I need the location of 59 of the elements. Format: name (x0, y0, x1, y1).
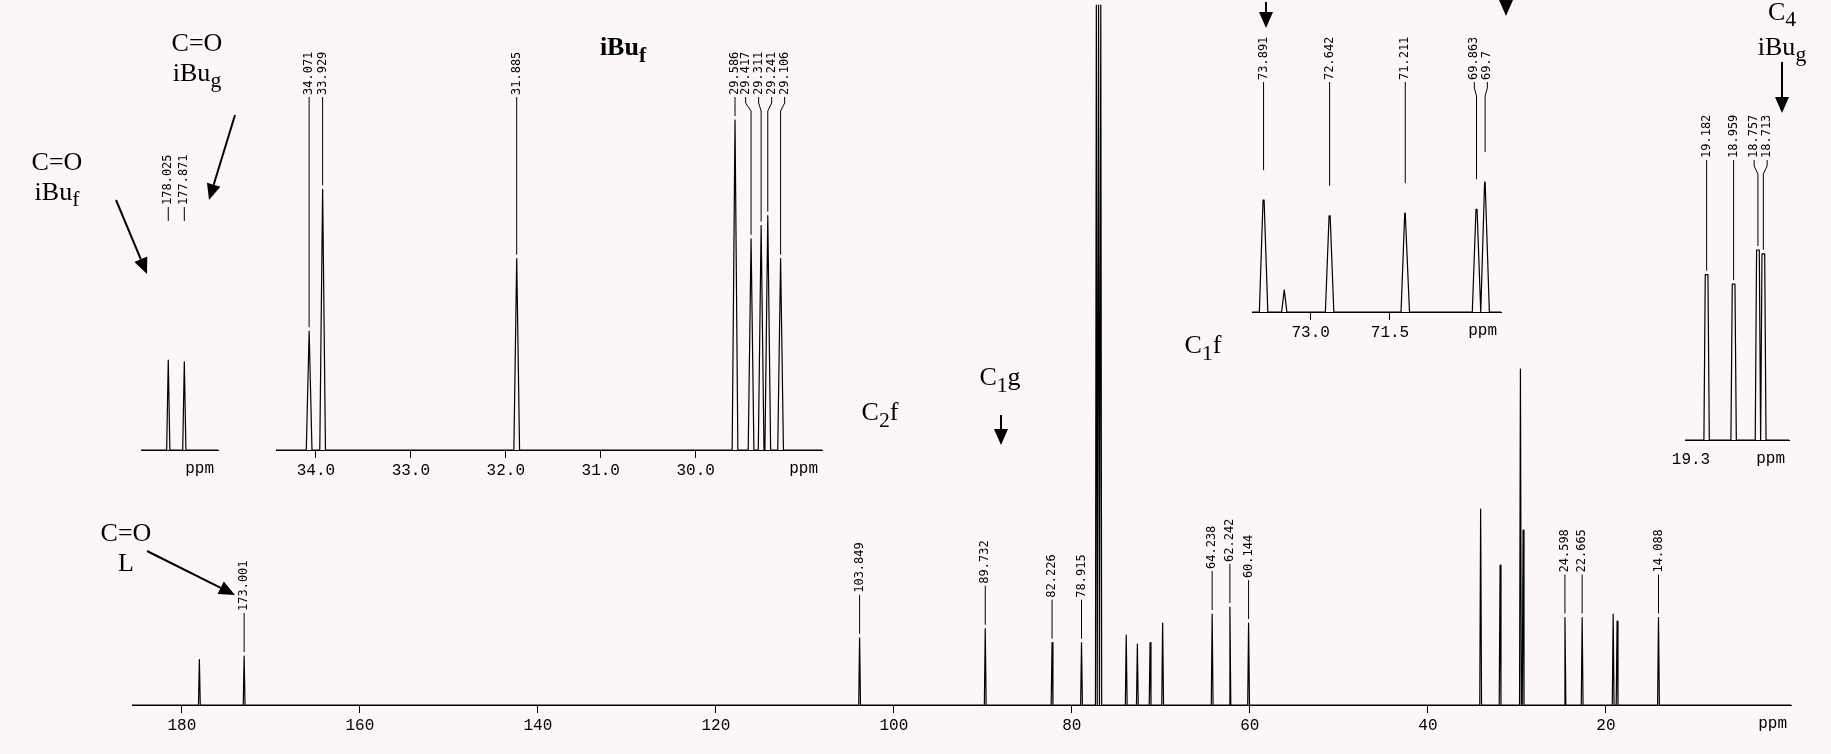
x-tick-label: 100 (879, 716, 909, 735)
annotation: 173.001 (236, 560, 251, 611)
x-axis-title: ppm (789, 460, 818, 479)
annotation: C$_{4}$ iBu$_{g}$ (1757, 0, 1807, 68)
annotation: 73.891 (1255, 36, 1270, 80)
x-tick-label: 32.0 (486, 461, 525, 480)
annotation: 33.929 (314, 51, 329, 95)
annotation: 103.849 (851, 542, 866, 593)
annotation: 64.238 (1204, 525, 1219, 569)
annotation: 22.665 (1574, 529, 1589, 573)
annotation: 177.871 (176, 154, 191, 205)
annotation: 29.241 (763, 51, 778, 95)
x-axis-title: ppm (1468, 322, 1497, 341)
annotation: 18.757 (1746, 114, 1761, 158)
annotation: C$_{1}$f (1184, 330, 1222, 366)
x-tick-label: 71.5 (1370, 323, 1410, 342)
annotation: 69.863 (1466, 36, 1481, 80)
x-axis-title: ppm (1756, 450, 1785, 469)
annotation: 19.182 (1698, 114, 1713, 158)
text: C=O iBu$_{f}$ (31, 146, 83, 212)
x-tick-label: 30.0 (676, 461, 715, 480)
annotation: 19.3 (1671, 451, 1711, 469)
x-tick-label: 34.0 (296, 461, 336, 480)
annotation: 72.642 (1321, 36, 1336, 80)
annotation: 69.7 (1479, 51, 1494, 80)
x-tick-label: 31.0 (581, 461, 620, 480)
x-tick-label: 73.0 (1291, 323, 1330, 342)
x-axis-title: ppm (185, 460, 214, 479)
annotation: 71.211 (1397, 36, 1412, 80)
annotation: 78.915 (1073, 554, 1088, 598)
x-tick-label: 33.0 (391, 461, 431, 480)
annotation: 34.071 (301, 51, 316, 95)
annotation: 24.598 (1557, 529, 1572, 573)
annotation: 62.242 (1222, 518, 1237, 562)
annotation: C$_{2}$f (861, 397, 899, 433)
chart-title: iBu$_{f}$ (599, 32, 647, 68)
x-tick-label: 40 (1418, 716, 1438, 735)
x-tick-label: 80 (1062, 716, 1082, 735)
annotation: C=O L (100, 518, 152, 578)
annotation: 31.885 (508, 51, 523, 95)
annotation: C$_{1}$g (979, 362, 1021, 398)
x-tick-label: 160 (345, 716, 375, 735)
x-tick-label: 20 (1596, 716, 1616, 735)
x-axis-title: ppm (1758, 715, 1787, 734)
annotation: 178.025 (160, 154, 175, 205)
annotation: 18.713 (1759, 114, 1774, 158)
annotation: 29.106 (776, 51, 791, 95)
annotation: 82.226 (1044, 554, 1059, 598)
annotation: 89.732 (977, 540, 992, 584)
x-tick-label: 140 (523, 716, 553, 735)
annotation: 18.959 (1725, 114, 1740, 158)
annotation: 29.417 (737, 51, 752, 95)
x-tick-label: 60 (1240, 716, 1260, 735)
annotation: 14.088 (1650, 529, 1665, 573)
x-tick-label: 120 (701, 716, 731, 735)
annotation: 60.144 (1240, 534, 1255, 579)
annotation: C=O iBu$_{g}$ (171, 27, 223, 93)
x-tick-label: 180 (167, 716, 197, 735)
annotation: 29.311 (750, 51, 765, 95)
